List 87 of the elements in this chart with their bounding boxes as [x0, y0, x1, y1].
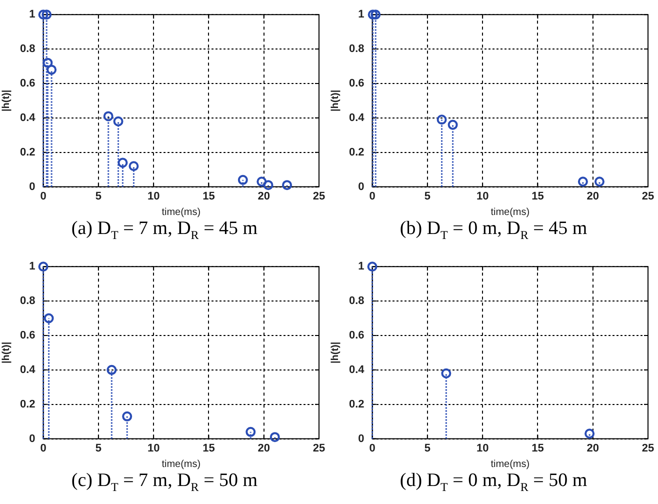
y-tick-label: 0.6: [20, 78, 36, 90]
x-tick-label: 5: [95, 190, 102, 202]
point: [118, 158, 128, 168]
x-tick-label: 20: [258, 442, 270, 454]
x-tick-label: 25: [312, 442, 326, 454]
x-axis-title: time(ms): [490, 206, 530, 218]
y-tick-label: 0.2: [20, 398, 36, 410]
y-tick-label: 0.8: [348, 43, 364, 56]
point: [44, 313, 54, 324]
y-tick-label: 0.8: [348, 295, 364, 308]
y-tick-label: 0.2: [348, 398, 364, 410]
point: [584, 428, 595, 439]
x-tick-label: 25: [642, 442, 654, 454]
text: (d) D$_{T}$ = 0 m, D$_{R}$ = 50 m: [398, 470, 588, 495]
point: [368, 10, 378, 20]
x-tick-label: 25: [642, 190, 654, 202]
x-tick-label: 15: [532, 190, 544, 202]
y-axis-title: |h(t)|: [330, 90, 341, 112]
point: [367, 262, 378, 272]
y-axis-title: |h(t)|: [0, 342, 12, 364]
y-tick-label: 0: [29, 432, 36, 445]
text: (c) D$_{T}$ = 7 m, D$_{R}$ = 50 m: [70, 470, 259, 495]
x-tick-label: 15: [202, 442, 215, 454]
point: [441, 368, 452, 378]
x-tick-label: 15: [532, 442, 544, 454]
y-tick-label: 1: [358, 260, 364, 273]
point: [238, 174, 248, 185]
x-tick-label: 5: [424, 190, 430, 202]
point: [448, 120, 458, 130]
point: [38, 10, 48, 20]
x-tick-label: 0: [40, 190, 46, 202]
y-tick-label: 0.8: [20, 43, 36, 56]
x-axis-title: time(ms): [162, 206, 201, 218]
point: [122, 411, 132, 422]
point: [594, 176, 604, 187]
y-tick-label: 0.4: [348, 112, 366, 124]
y-tick-label: 0: [358, 432, 364, 445]
y-tick-label: 0.4: [20, 364, 36, 376]
x-tick-label: 10: [147, 190, 160, 202]
x-tick-label: 0: [40, 442, 46, 454]
x-tick-label: 20: [258, 190, 270, 202]
point: [282, 180, 292, 190]
x-tick-label: 20: [586, 442, 599, 454]
point: [370, 10, 381, 20]
point: [106, 364, 117, 375]
y-tick-label: 0: [29, 180, 36, 193]
point: [256, 176, 267, 187]
point: [46, 64, 57, 75]
x-tick-label: 10: [476, 442, 489, 454]
y-tick-label: 1: [29, 8, 36, 21]
x-tick-label: 0: [369, 442, 376, 454]
text: (b) D$_{T}$ = 0 m, D$_{R}$ = 45 m: [398, 218, 588, 243]
y-tick-label: 1: [358, 8, 364, 21]
y-tick-label: 1: [29, 260, 36, 273]
point: [113, 116, 124, 126]
y-axis-title: |h(t)|: [0, 90, 12, 112]
point: [246, 426, 256, 437]
x-tick-label: 0: [369, 190, 376, 202]
y-axis-title: |h(t)|: [330, 342, 341, 364]
x-tick-label: 5: [424, 442, 430, 454]
point: [578, 176, 588, 187]
y-tick-label: 0.4: [348, 364, 366, 376]
y-tick-label: 0: [358, 180, 364, 193]
point: [270, 432, 280, 442]
y-tick-label: 0.8: [20, 295, 36, 308]
x-axis-title: time(ms): [162, 458, 201, 470]
point: [436, 114, 447, 125]
y-tick-label: 0.6: [20, 330, 36, 342]
point: [38, 262, 48, 272]
x-tick-label: 10: [147, 442, 160, 454]
x-axis-title: time(ms): [490, 458, 530, 470]
point: [42, 10, 52, 20]
x-tick-label: 10: [476, 190, 489, 202]
y-tick-label: 0.6: [348, 330, 364, 342]
x-tick-label: 5: [95, 442, 102, 454]
x-tick-label: 15: [202, 190, 215, 202]
text: (a) D$_{T}$ = 7 m, D$_{R}$ = 45 m: [70, 218, 259, 243]
point: [103, 111, 114, 122]
x-tick-label: 20: [586, 190, 599, 202]
point: [42, 58, 53, 68]
y-tick-label: 0.4: [20, 112, 36, 124]
y-tick-label: 0.2: [20, 146, 36, 158]
y-tick-label: 0.2: [348, 146, 364, 158]
point: [263, 180, 274, 190]
point: [128, 161, 139, 172]
x-tick-label: 25: [312, 190, 326, 202]
y-tick-label: 0.6: [348, 78, 364, 90]
